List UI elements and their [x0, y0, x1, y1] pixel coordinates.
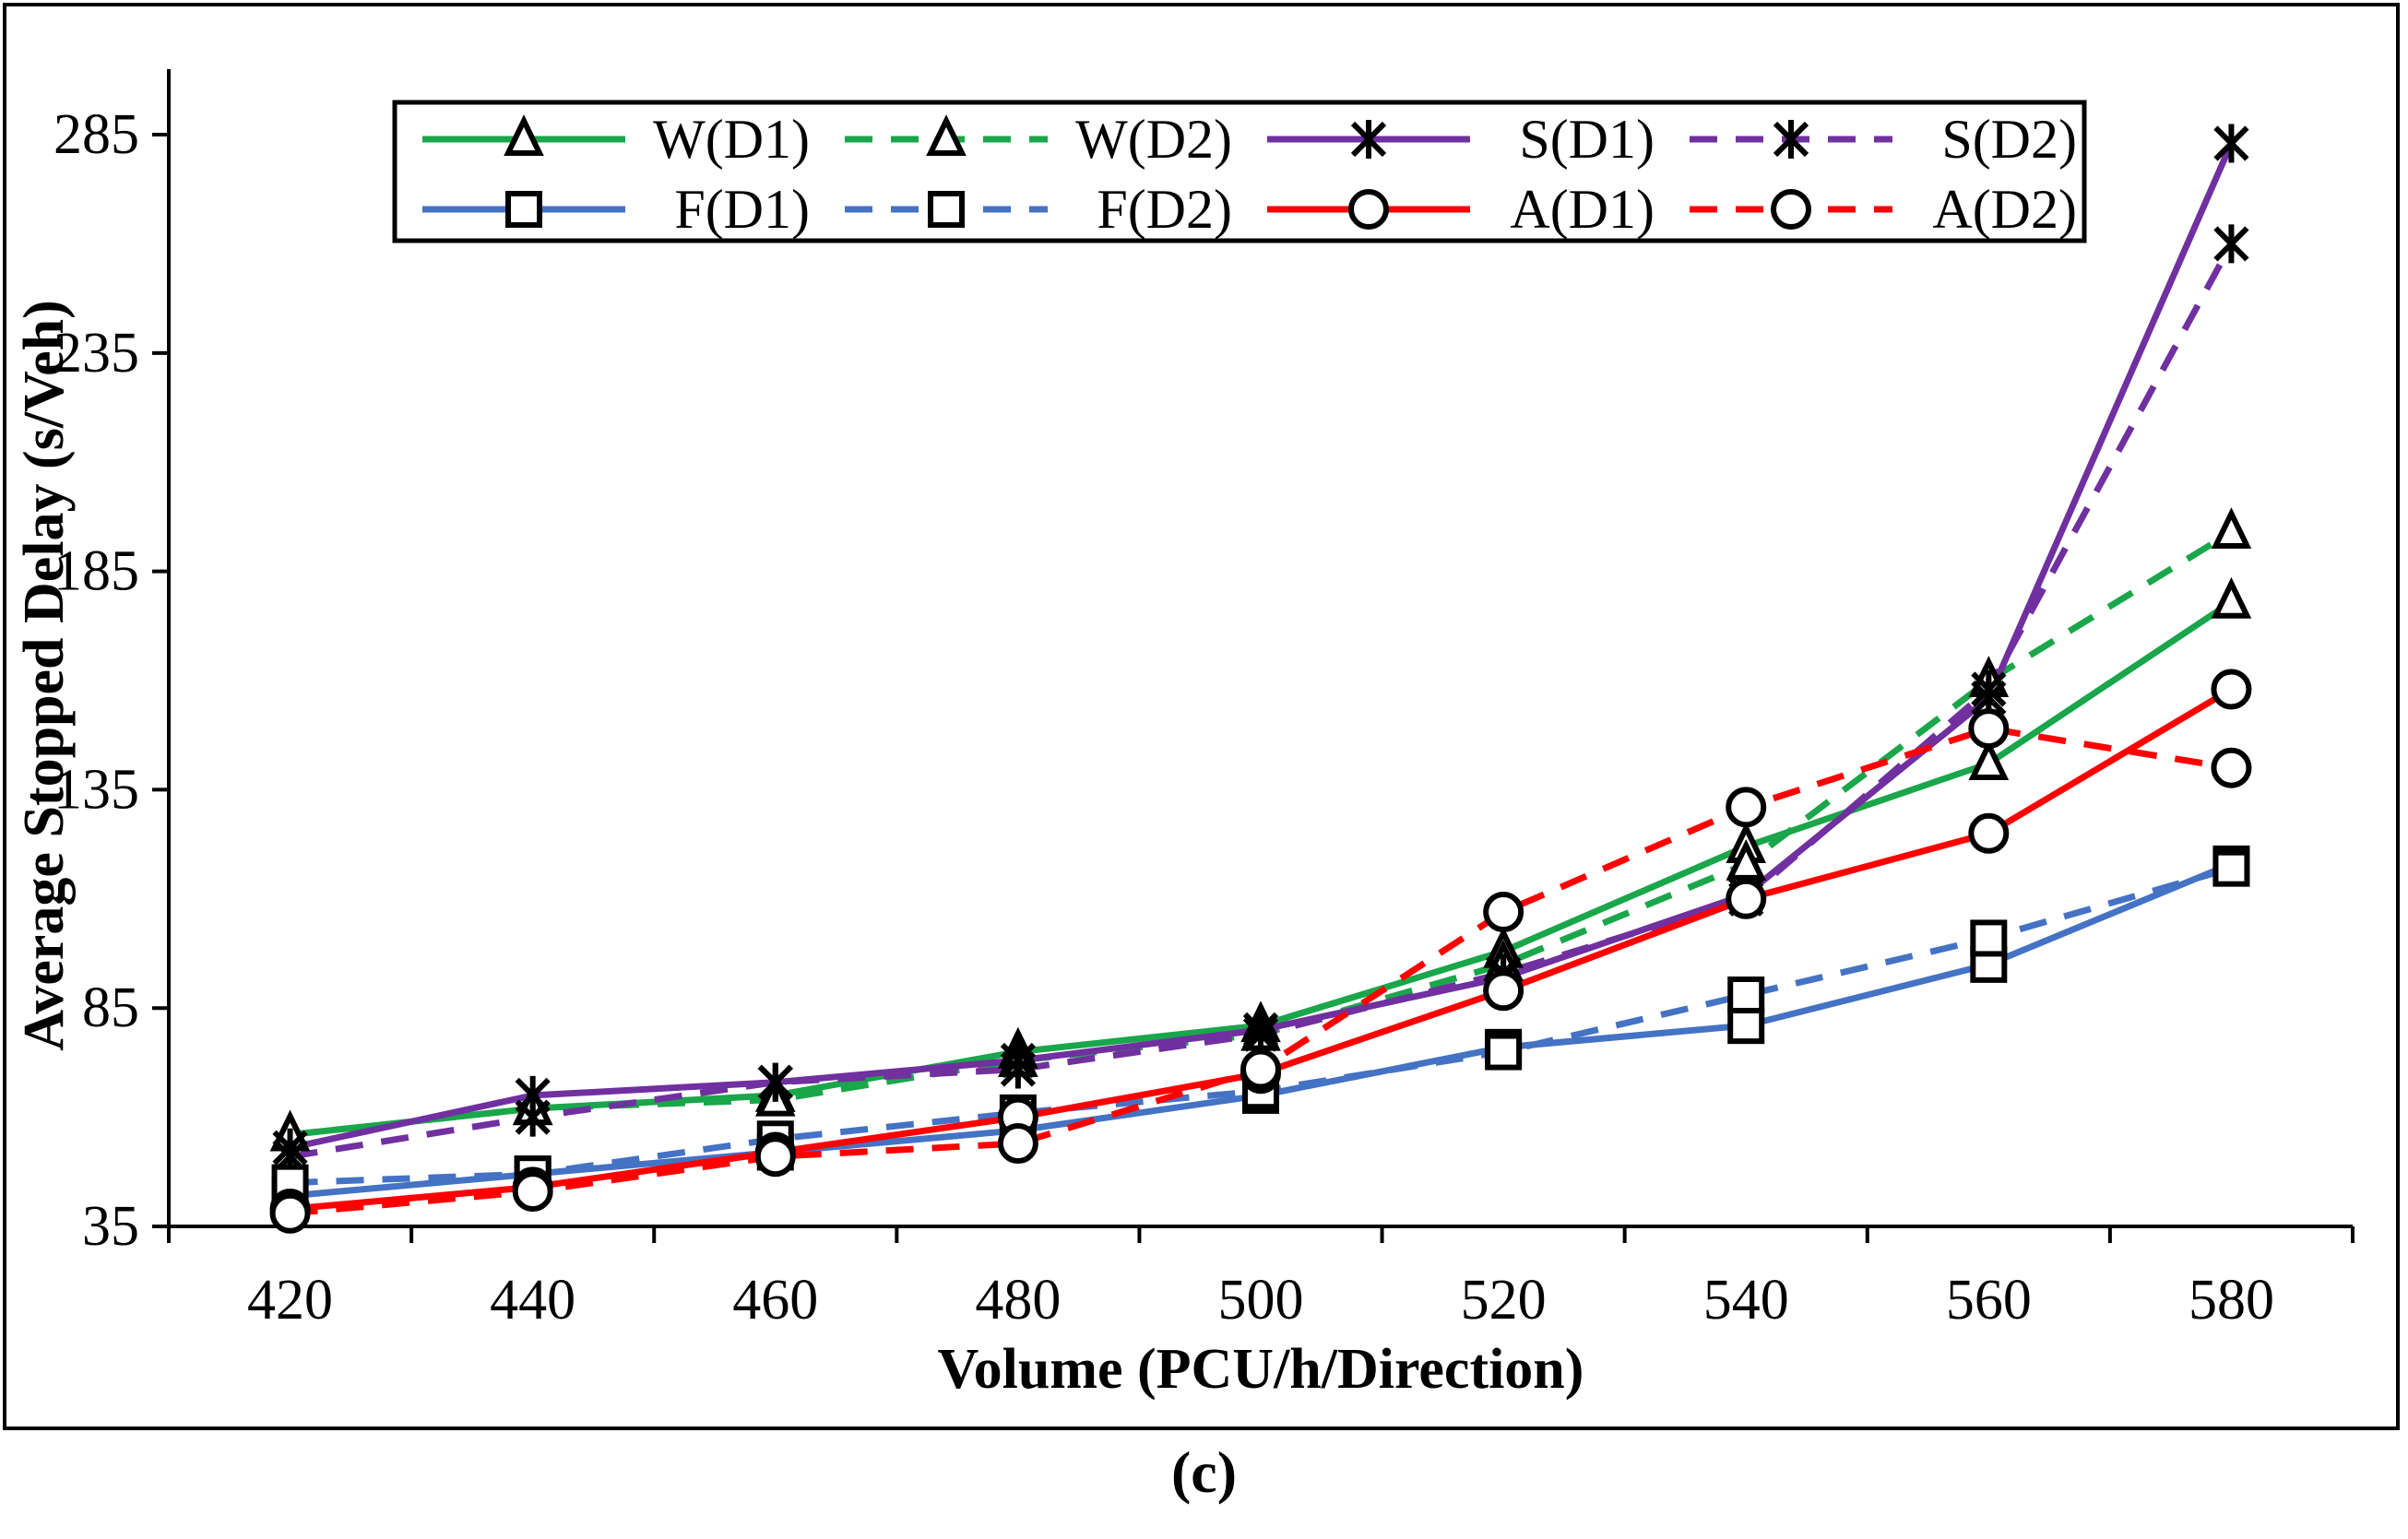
data-point-a-d2	[997, 1123, 1038, 1165]
series-markers-s-d1	[272, 124, 2249, 1167]
legend-item-a-d2: A(D2)	[1690, 179, 2077, 240]
data-point-f-d2	[1970, 919, 2008, 957]
legend-item-w-d2: W(D2)	[845, 109, 1232, 170]
data-point-s-d1	[2213, 124, 2249, 163]
series-s-d1	[289, 142, 2235, 1152]
y-axis-title: Average Stopped Delay (s/Veh)	[13, 300, 76, 1051]
legend-marker	[926, 114, 967, 156]
data-point-a-d2	[1483, 892, 1524, 933]
axes: 35 85 135 185 235 285 420 440 460 480 500 520 540 560…	[13, 69, 2355, 1401]
y-tick-label: 35	[82, 1195, 139, 1258]
x-tick-label: 580	[2189, 1269, 2274, 1332]
legend-marker	[1771, 189, 1811, 230]
data-point-s-d2	[1000, 1049, 1037, 1089]
data-point-a-d2	[754, 1136, 796, 1178]
legend-label: F(D2)	[1097, 179, 1232, 240]
y-tick-label: 285	[53, 103, 139, 166]
data-point-s-d2	[1242, 1014, 1279, 1054]
series-markers-s-d2	[272, 224, 2249, 1177]
data-point-s-d2	[1971, 669, 2007, 709]
data-point-a-d1	[1968, 812, 2010, 854]
series-group	[269, 124, 2252, 1234]
y-tick-label: 85	[82, 977, 139, 1039]
x-tick-label: 420	[247, 1269, 333, 1332]
line-chart: 35 85 135 185 235 285 420 440 460 480 500 520 540 560…	[13, 69, 2355, 1401]
data-point-a-d2	[2211, 747, 2252, 788]
x-axis-title: Volume (PCU/h/Direction)	[938, 1338, 1584, 1401]
series-a-d2	[290, 725, 2233, 1217]
x-tick-label: 500	[1218, 1269, 1304, 1332]
legend-marker	[504, 114, 544, 156]
legend-item-s-d2: S(D2)	[1690, 109, 2077, 170]
y-tick-label: 185	[53, 540, 139, 603]
data-point-w-d2	[2211, 507, 2252, 549]
data-point-a-d1	[2211, 669, 2252, 710]
data-point-a-d2	[1968, 708, 2010, 750]
data-point-s-d2	[757, 1062, 793, 1102]
data-point-s-d2	[2213, 224, 2249, 264]
series-line-s-d1	[289, 142, 2235, 1152]
legend-label: S(D1)	[1519, 109, 1655, 170]
legend-label: A(D2)	[1932, 179, 2077, 240]
legend-item-f-d2: F(D2)	[845, 179, 1232, 240]
legend-label: F(D1)	[674, 179, 810, 240]
legend-label: S(D2)	[1941, 109, 2077, 170]
legend-marker	[1348, 189, 1389, 230]
legend-marker	[1350, 120, 1387, 159]
data-point-a-d2	[1726, 787, 1767, 828]
legend-item-w-d1: W(D1)	[422, 109, 810, 170]
legend-item-a-d1: A(D1)	[1267, 179, 1655, 240]
data-point-a-d2	[269, 1192, 311, 1234]
legend: W(D1) W(D2) S(D1) S(D2) F(D1) F(D2) A(D1) A(D2)	[392, 100, 2087, 243]
legend-box	[392, 100, 2087, 243]
data-point-f-d2	[2212, 849, 2250, 887]
data-point-f-d1	[1727, 1007, 1765, 1045]
y-tick-label: 135	[53, 758, 139, 821]
data-point-w-d1	[1968, 739, 2010, 780]
data-point-a-d1	[1483, 970, 1524, 1012]
data-point-a-d2	[512, 1171, 553, 1213]
y-tick-label: 235	[53, 322, 139, 385]
data-point-s-d2	[515, 1097, 551, 1137]
legend-label: A(D1)	[1510, 179, 1655, 240]
x-tick-label: 460	[732, 1269, 818, 1332]
x-tick-label: 520	[1461, 1269, 1547, 1332]
data-point-w-d1	[2211, 576, 2252, 619]
legend-marker	[505, 191, 542, 228]
series-line-a-d2	[290, 725, 2233, 1217]
legend-label: W(D1)	[653, 109, 810, 170]
figure-caption: (c)	[1170, 1439, 1238, 1505]
series-markers-a-d2	[269, 708, 2252, 1234]
figure-frame	[3, 3, 2400, 1430]
x-tick-label: 540	[1703, 1269, 1789, 1332]
legend-marker	[1773, 120, 1809, 159]
data-point-f-d2	[1485, 1033, 1523, 1071]
legend-marker	[928, 191, 965, 228]
legend-item-s-d1: S(D1)	[1267, 109, 1655, 170]
x-tick-label: 560	[1946, 1269, 2032, 1332]
x-tick-label: 440	[490, 1269, 575, 1332]
x-tick-label: 480	[975, 1269, 1061, 1332]
legend-item-f-d1: F(D1)	[422, 179, 810, 240]
legend-label: W(D2)	[1075, 109, 1232, 170]
data-point-a-d2	[1240, 1048, 1281, 1090]
data-point-a-d1	[1726, 878, 1767, 919]
data-point-f-d2	[1727, 977, 1765, 1013]
